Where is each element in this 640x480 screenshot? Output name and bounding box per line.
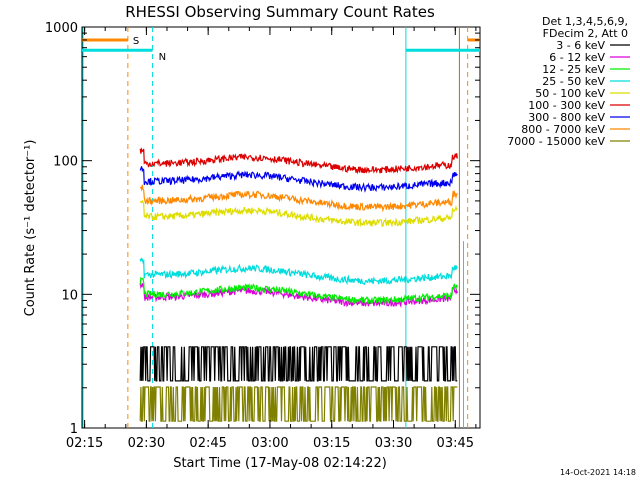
- legend-entry-label: 7000 - 15000 keV: [507, 135, 605, 148]
- series-line: [139, 147, 458, 175]
- legend-entry-label: 100 - 300 keV: [528, 99, 605, 112]
- legend-entry-label: 300 - 800 keV: [528, 111, 605, 124]
- annotation-s: S: [133, 36, 139, 47]
- legend-header: Det 1,3,4,5,6,9,: [542, 15, 628, 28]
- legend-entry-label: 50 - 100 keV: [535, 87, 605, 100]
- chart-marks: SN: [82, 27, 480, 428]
- annotation-n: N: [159, 52, 166, 63]
- legend-entry-label: 3 - 6 keV: [556, 39, 605, 52]
- series-line: [139, 346, 458, 382]
- y-tick-label: 1: [70, 422, 78, 437]
- series-line: [139, 257, 458, 286]
- x-tick-label: 03:30: [375, 436, 412, 451]
- x-tick-label: 03:45: [437, 436, 474, 451]
- series-line: [139, 386, 458, 422]
- x-tick-label: 02:30: [128, 436, 165, 451]
- y-tick-label: 100: [53, 155, 78, 170]
- legend-entry-label: 12 - 25 keV: [542, 63, 605, 76]
- legend-entry-label: 800 - 7000 keV: [521, 123, 605, 136]
- chart-axes: 02:15 02:30 02:45 03:00 03:15 03:30 03:45 1 10 10…: [45, 21, 480, 451]
- x-tick-label: 02:15: [66, 436, 103, 451]
- y-tick-label: 1000: [45, 21, 78, 36]
- timestamp: 14-Oct-2021 14:18: [560, 468, 636, 477]
- x-tick-label: 02:45: [189, 436, 226, 451]
- legend-entry-label: 25 - 50 keV: [542, 75, 605, 88]
- legend-header: FDecim 2, Att 0: [543, 27, 628, 40]
- y-tick-label: 10: [61, 288, 78, 303]
- series-line: [139, 166, 458, 193]
- chart-legend: Det 1,3,4,5,6,9,FDecim 2, Att 03 - 6 keV…: [507, 15, 630, 148]
- x-axis-label: Start Time (17-May-08 02:14:22): [173, 456, 387, 471]
- x-tick-label: 03:15: [313, 436, 350, 451]
- plot-frame: [81, 26, 481, 429]
- legend-entry-label: 6 - 12 keV: [549, 51, 605, 64]
- series-line: [139, 276, 458, 306]
- y-axis-label: Count Rate (s⁻¹ detector⁻¹): [23, 140, 38, 317]
- x-tick-label: 03:00: [251, 436, 288, 451]
- series-line: [139, 184, 458, 213]
- series-line: [139, 199, 458, 228]
- chart-title: RHESSI Observing Summary Count Rates: [125, 3, 435, 21]
